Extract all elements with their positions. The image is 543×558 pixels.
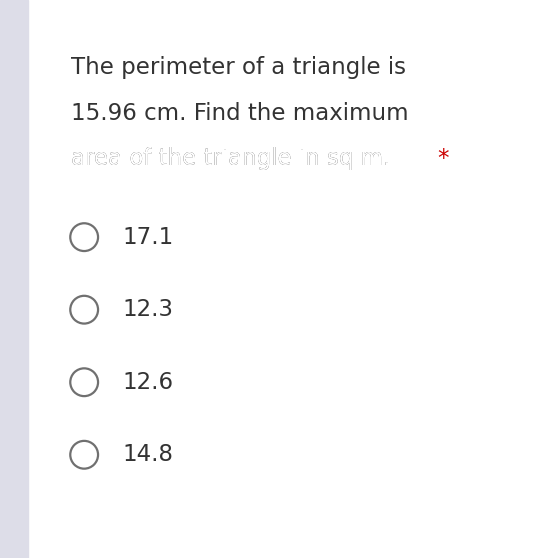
Text: The perimeter of a triangle is: The perimeter of a triangle is: [71, 56, 406, 79]
Text: 15.96 cm. Find the maximum: 15.96 cm. Find the maximum: [71, 102, 408, 124]
Text: 12.3: 12.3: [122, 298, 173, 321]
Text: 17.1: 17.1: [122, 225, 173, 249]
Text: area of the triangle in sq m.: area of the triangle in sq m.: [71, 147, 402, 170]
Text: *: *: [437, 147, 449, 170]
Text: 12.6: 12.6: [122, 371, 173, 394]
Text: area of the triangle in sq m.: area of the triangle in sq m.: [71, 147, 390, 170]
Text: 14.8: 14.8: [122, 443, 173, 466]
